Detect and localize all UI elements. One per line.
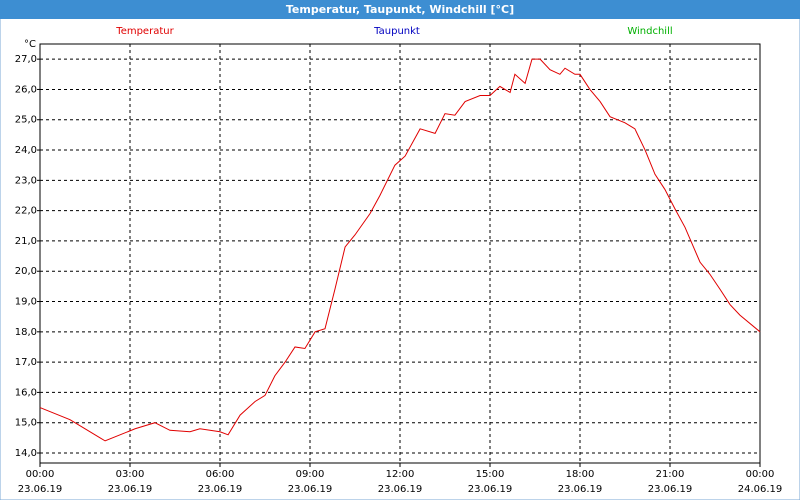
y-tick-label: 21,0 <box>15 236 37 247</box>
legend-entry: Taupunkt <box>373 26 420 37</box>
y-tick-label: 24,0 <box>15 145 37 156</box>
legend-entry: Windchill <box>627 26 672 37</box>
y-unit: °C <box>24 39 36 50</box>
y-tick-label: 22,0 <box>15 206 37 217</box>
y-tick-label: 19,0 <box>15 297 37 308</box>
x-tick-label: 09:00 <box>296 469 325 480</box>
title-bar <box>0 0 800 19</box>
x-tick-date: 23.06.19 <box>18 484 63 495</box>
data-line <box>39 58 761 442</box>
x-tick-date: 23.06.19 <box>378 484 423 495</box>
x-tick-label: 06:00 <box>206 469 235 480</box>
y-tick-label: 15,0 <box>15 418 37 429</box>
x-tick-label: 21:00 <box>656 469 685 480</box>
x-tick-date: 23.06.19 <box>198 484 243 495</box>
x-tick-date: 23.06.19 <box>108 484 153 495</box>
x-tick-label: 00:00 <box>26 469 55 480</box>
x-tick-label: 15:00 <box>476 469 505 480</box>
x-tick-label: 18:00 <box>566 469 595 480</box>
x-tick-date: 24.06.19 <box>738 484 783 495</box>
y-tick-label: 14,0 <box>15 448 37 459</box>
y-tick-label: 23,0 <box>15 175 37 186</box>
x-tick-label: 00:00 <box>746 469 775 480</box>
x-tick-date: 23.06.19 <box>558 484 603 495</box>
y-tick-label: 17,0 <box>15 357 37 368</box>
x-tick-label: 12:00 <box>386 469 415 480</box>
x-tick-date: 23.06.19 <box>648 484 693 495</box>
y-tick-label: 16,0 <box>15 387 37 398</box>
y-tick-label: 27,0 <box>15 54 37 65</box>
y-tick-label: 26,0 <box>15 84 37 95</box>
legend-entry: Temperatur <box>115 26 174 37</box>
y-tick-label: 18,0 <box>15 327 37 338</box>
y-tick-label: 25,0 <box>15 115 37 126</box>
x-tick-date: 23.06.19 <box>288 484 333 495</box>
chart-title: Temperatur, Taupunkt, Windchill [°C] <box>286 3 514 16</box>
x-tick-label: 03:00 <box>116 469 145 480</box>
y-tick-label: 20,0 <box>15 266 37 277</box>
x-tick-date: 23.06.19 <box>468 484 513 495</box>
